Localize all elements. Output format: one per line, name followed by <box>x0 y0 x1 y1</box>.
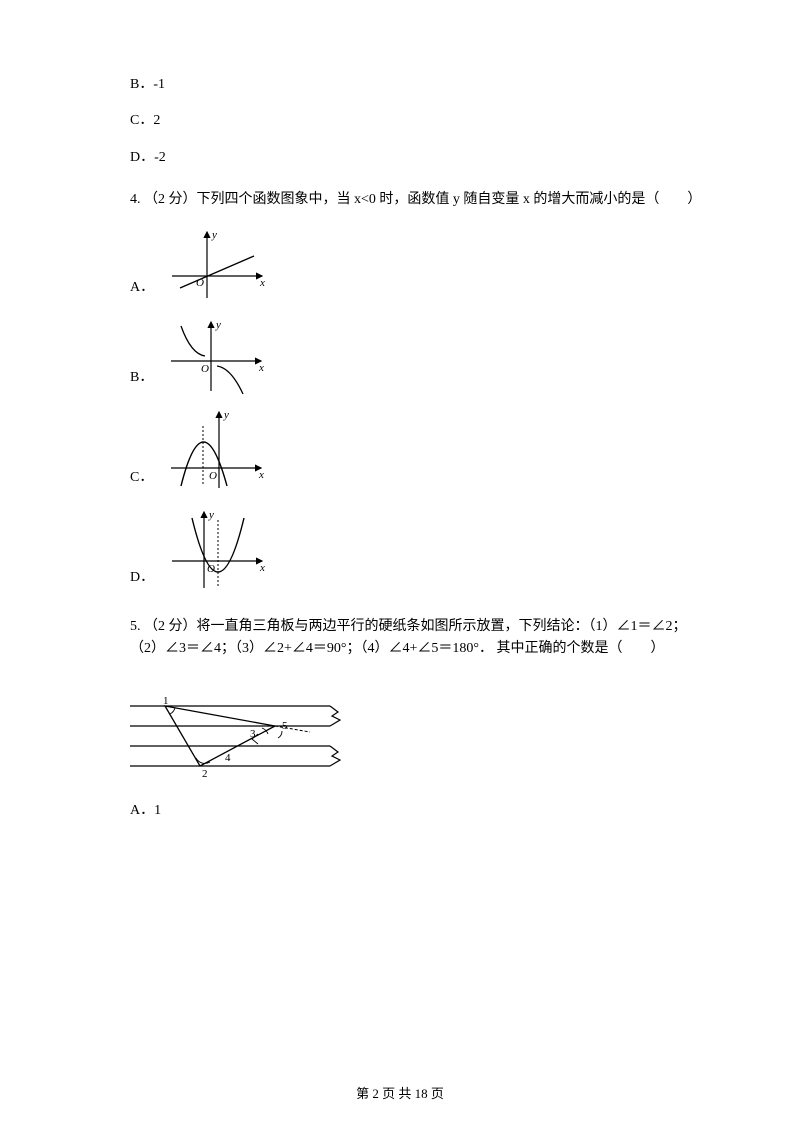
q5-text-span: 5. （2 分）将一直角三角板与两边平行的硬纸条如图所示放置，下列结论：（1）∠… <box>130 619 687 656</box>
svg-text:O: O <box>201 363 209 375</box>
svg-text:5: 5 <box>282 720 288 732</box>
axis-y-label: y <box>211 229 217 241</box>
q4-figure-c: x y O <box>161 406 271 496</box>
q4-label-c: C． <box>130 467 153 495</box>
q4-option-c: C． x y O <box>130 406 710 496</box>
footer-text: 第 2 页 共 18 页 <box>356 1086 444 1101</box>
q5-text: 5. （2 分）将一直角三角板与两边平行的硬纸条如图所示放置，下列结论：（1）∠… <box>90 616 710 661</box>
q5-option-a: A．1 <box>130 800 710 822</box>
svg-text:1: 1 <box>163 695 169 707</box>
svg-text:y: y <box>223 409 229 421</box>
q4-label-b: B． <box>130 367 153 395</box>
svg-text:2: 2 <box>202 768 208 780</box>
page-footer: 第 2 页 共 18 页 <box>0 1083 800 1102</box>
axis-x-label: x <box>259 277 265 289</box>
q3-option-b: B．-1 <box>130 74 710 96</box>
q4-text-span: 4. （2 分）下列四个函数图象中，当 x<0 时，函数值 y 随自变量 x 的… <box>130 192 701 207</box>
svg-text:y: y <box>208 509 214 521</box>
q3-option-d: D．-2 <box>130 147 710 169</box>
q4-option-d: D． x y O <box>130 506 710 596</box>
svg-text:x: x <box>258 469 264 481</box>
q5-figure: 1 2 3 4 5 <box>130 684 710 784</box>
q4-figure-b: x y O <box>161 316 271 396</box>
q3-option-c: C．2 <box>130 110 710 132</box>
q4-figure-a: x y O <box>162 226 272 306</box>
svg-text:y: y <box>215 319 221 331</box>
origin-label: O <box>196 277 204 289</box>
page-content: B．-1 C．2 D．-2 4. （2 分）下列四个函数图象中，当 x<0 时，… <box>0 0 800 877</box>
q4-label-d: D． <box>130 567 154 595</box>
svg-text:x: x <box>259 562 265 574</box>
q4-figure-d: x y O <box>162 506 272 596</box>
q4-text: 4. （2 分）下列四个函数图象中，当 x<0 时，函数值 y 随自变量 x 的… <box>130 189 710 211</box>
svg-text:O: O <box>209 470 217 482</box>
svg-text:O: O <box>207 563 215 575</box>
q4-option-b: B． x y O <box>130 316 710 396</box>
svg-text:x: x <box>258 362 264 374</box>
q4-label-a: A． <box>130 277 154 305</box>
svg-text:4: 4 <box>225 752 231 764</box>
q4-option-a: A． x y O <box>130 226 710 306</box>
